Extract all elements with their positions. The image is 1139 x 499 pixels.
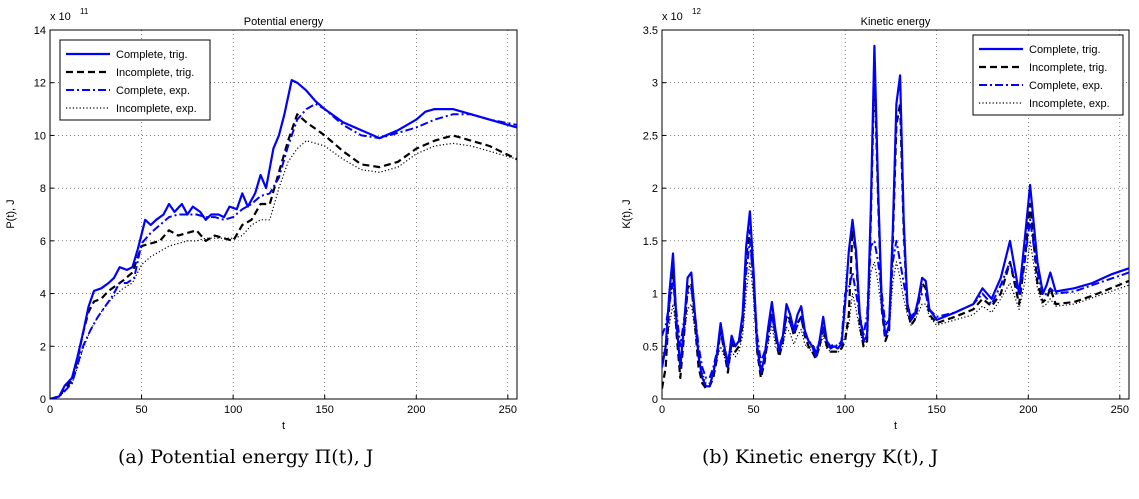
y-multiplier-exponent: 11 <box>80 7 89 16</box>
legend-label: Complete, trig. <box>116 49 188 61</box>
y-multiplier: x 10 <box>50 11 71 23</box>
x-tick-label: 200 <box>1019 404 1037 416</box>
y-tick-label: 2 <box>40 341 46 353</box>
x-tick-label: 200 <box>407 404 425 416</box>
x-tick-label: 50 <box>747 404 759 416</box>
x-tick-label: 150 <box>928 404 946 416</box>
y-tick-label: 14 <box>34 25 46 37</box>
x-tick-label: 100 <box>836 404 854 416</box>
x-tick-label: 50 <box>135 404 147 416</box>
y-tick-label: 1 <box>652 289 658 301</box>
y-tick-label: 1.5 <box>643 236 658 248</box>
legend-label: Complete, trig. <box>1029 44 1101 56</box>
legend-label: Complete, exp. <box>1029 80 1103 92</box>
x-tick-label: 0 <box>659 404 665 416</box>
series-line-complete-trig <box>50 78 517 399</box>
caption-b: (b) Kinetic energy K(t), J <box>702 446 939 468</box>
potential-energy-chart: 0 50 100 150 200 250 0 2 4 6 8 10 12 14 Potential ene… <box>5 7 518 432</box>
series-line-complete-trig <box>662 44 1129 388</box>
chart-title: Kinetic energy <box>861 16 931 28</box>
legend: Complete, trig. Incomplete, trig. Complete… <box>972 34 1124 116</box>
x-tick-label: 250 <box>499 404 517 416</box>
y-tick-label: 3 <box>652 78 658 90</box>
legend-label: Incomplete, exp. <box>116 103 197 115</box>
y-tick-label: 12 <box>34 78 46 90</box>
y-tick-label: 8 <box>40 183 46 195</box>
x-axis-label: t <box>282 420 285 432</box>
legend-label: Incomplete, exp. <box>1029 98 1110 110</box>
legend-label: Incomplete, trig. <box>1029 62 1107 74</box>
x-tick-label: 250 <box>1111 404 1129 416</box>
x-tick-label: 100 <box>224 404 242 416</box>
legend-label: Incomplete, trig. <box>116 67 194 79</box>
y-tick-label: 2 <box>652 183 658 195</box>
chart-title: Potential energy <box>244 16 324 28</box>
kinetic-energy-chart: 0 50 100 150 200 250 0 0.5 1 1.5 2 2.5 3 3.5 Kinetic … <box>621 7 1130 432</box>
y-multiplier: x 10 <box>662 11 683 23</box>
legend: Complete, trig. Incomplete, trig. Complete… <box>59 39 211 121</box>
x-tick-label: 0 <box>47 404 53 416</box>
y-tick-label: 4 <box>40 289 46 301</box>
y-tick-label: 0.5 <box>643 341 658 353</box>
y-multiplier-exponent: 12 <box>692 7 701 16</box>
series-line-incomplete-trig <box>50 113 517 399</box>
y-tick-label: 0 <box>40 394 46 406</box>
x-tick-label: 150 <box>316 404 334 416</box>
y-tick-label: 3.5 <box>643 25 658 37</box>
y-tick-label: 6 <box>40 236 46 248</box>
y-tick-label: 0 <box>652 394 658 406</box>
y-tick-label: 2.5 <box>643 130 658 142</box>
legend-label: Complete, exp. <box>116 85 190 97</box>
y-axis-label: P(t), J <box>5 199 17 228</box>
y-tick-label: 10 <box>34 130 46 142</box>
y-axis-label: K(t), J <box>621 199 633 228</box>
caption-a: (a) Potential energy Π(t), J <box>118 446 374 468</box>
x-axis-label: t <box>894 420 897 432</box>
